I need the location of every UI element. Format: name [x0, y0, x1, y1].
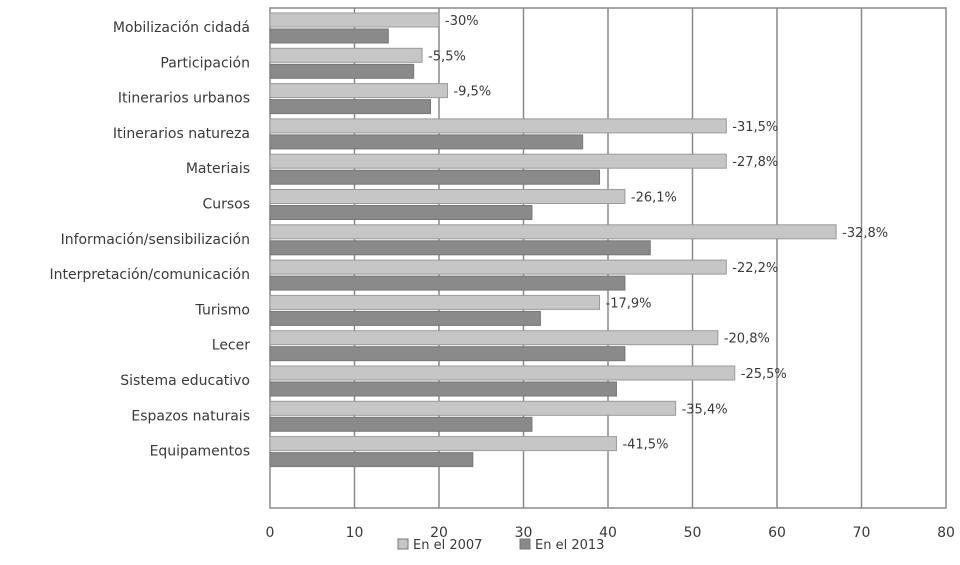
change-label-4: -27,8% [732, 155, 778, 170]
legend-swatch-0 [397, 538, 409, 550]
bar-2013-6 [269, 240, 651, 256]
bar-2013-2 [269, 99, 432, 115]
change-labels: -30% -5,5% -9,5% -31,5% -27,8% -26,1% -32,8% -2… [428, 14, 888, 453]
x-tick-80: 80 [937, 525, 955, 541]
change-label-5: -26,1% [631, 191, 677, 206]
change-label-7: -22,2% [732, 261, 778, 276]
legend: En el 2007 En el 2013 [397, 538, 604, 553]
bar-2013-5 [269, 205, 533, 220]
bar-2007-2 [269, 83, 448, 99]
bar-2007-4 [269, 153, 727, 169]
bar-2013-10 [269, 381, 617, 397]
change-label-9: -20,8% [724, 332, 770, 347]
bar-2013-4 [269, 169, 601, 185]
bar-2013-9 [269, 346, 626, 362]
bar-2013-8 [269, 310, 541, 326]
bar-2007-6 [269, 224, 837, 240]
x-tick-30: 30 [515, 525, 533, 541]
bar-2013-11 [269, 416, 533, 432]
bar-2007-11 [269, 400, 677, 416]
category-label-9: Lecer [212, 338, 250, 354]
bar-2007-10 [269, 365, 736, 381]
change-label-0: -30% [445, 14, 479, 29]
bar-2013-7 [269, 275, 626, 291]
bar-2007-0 [269, 12, 440, 28]
x-tick-20: 20 [430, 525, 448, 541]
change-label-1: -5,5% [428, 49, 466, 64]
category-labels: Mobilización cidadá Participación Itinerar… [50, 20, 251, 460]
category-label-1: Participación [160, 55, 250, 71]
x-tick-10: 10 [346, 525, 364, 541]
x-tick-70: 70 [853, 525, 871, 541]
category-label-10: Sistema educativo [120, 373, 250, 389]
bar-2013-3 [269, 134, 584, 150]
change-label-8: -17,9% [606, 296, 652, 311]
legend-label-1: En el 2013 [535, 538, 604, 553]
change-label-2: -9,5% [453, 85, 491, 100]
change-label-3: -31,5% [732, 120, 778, 135]
bar-2007-12 [269, 436, 617, 452]
x-tick-40: 40 [599, 525, 617, 541]
legend-label-0: En el 2007 [413, 538, 482, 553]
category-label-12: Equipamentos [150, 444, 250, 460]
bars [269, 12, 837, 468]
x-tick-50: 50 [684, 525, 702, 541]
bar-2013-12 [269, 452, 474, 468]
x-tick-0: 0 [266, 525, 275, 541]
x-tick-labels: 0 10 20 30 40 50 60 70 80 [266, 525, 955, 541]
bar-2007-3 [269, 118, 727, 134]
category-label-8: Turismo [195, 302, 250, 318]
category-label-11: Espazos naturais [131, 408, 250, 424]
change-label-11: -35,4% [682, 402, 728, 417]
category-label-2: Itinerarios urbanos [118, 91, 250, 107]
bar-2007-8 [269, 294, 601, 310]
change-label-10: -25,5% [741, 367, 787, 382]
change-label-12: -41,5% [622, 438, 668, 453]
bar-2013-0 [269, 28, 389, 44]
grid [269, 7, 947, 509]
category-label-4: Materiais [186, 161, 250, 177]
change-label-6: -32,8% [842, 226, 888, 241]
category-label-7: Interpretación/comunicación [50, 267, 250, 283]
category-label-0: Mobilización cidadá [113, 20, 250, 36]
bar-2007-1 [269, 47, 423, 63]
bar-2007-9 [269, 330, 719, 346]
bar-2007-7 [269, 259, 727, 275]
bar-2013-1 [269, 63, 415, 79]
category-label-3: Itinerarios natureza [113, 126, 250, 142]
x-tick-60: 60 [768, 525, 786, 541]
category-label-5: Cursos [202, 197, 250, 213]
legend-swatch-1 [519, 538, 531, 550]
bar-2007-5 [269, 189, 626, 204]
category-label-6: Información/sensibilización [61, 232, 250, 248]
